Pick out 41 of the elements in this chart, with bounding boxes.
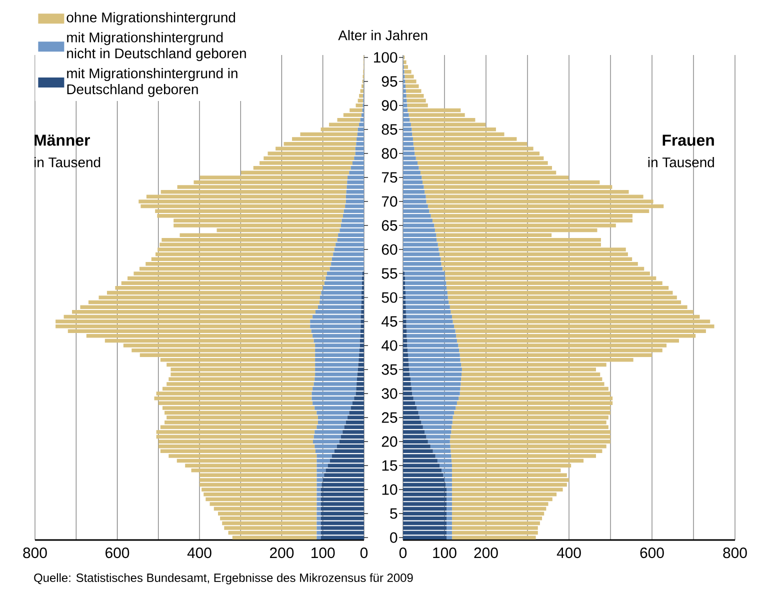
y-tick-label: 15 <box>382 460 398 471</box>
y-tick-label: 85 <box>382 124 398 135</box>
text: in Tausend <box>648 157 714 168</box>
x-tick-label: 200 <box>474 548 498 558</box>
text: Männer <box>34 134 90 146</box>
y-tick-label: 90 <box>382 100 398 111</box>
y-tick-label: 25 <box>382 412 398 423</box>
x-tick-label: 0 <box>360 548 368 558</box>
y-tick-label: 60 <box>382 244 398 255</box>
source-note: Quelle: Statistisches Bundesamt, Ergebnisse des Mikrozensus für 2009 <box>34 573 413 584</box>
x-tick-label: 600 <box>106 548 130 558</box>
x-tick-label: 600 <box>640 548 664 558</box>
x-tick-label: 400 <box>187 548 212 558</box>
y-tick-label: 55 <box>382 268 398 279</box>
y-tick-label: 10 <box>382 484 398 495</box>
x-tick-label: 200 <box>270 548 294 558</box>
x-tick-label: 800 <box>723 548 747 558</box>
y-tick-label: 75 <box>382 172 398 183</box>
y-tick-label: 30 <box>382 388 398 399</box>
y-tick-label: 0 <box>390 532 398 543</box>
x-tick-label: 100 <box>312 548 335 558</box>
y-tick-label: 5 <box>390 508 398 519</box>
y-tick-label: 100 <box>374 52 398 63</box>
legend-label: ohne Migrationshintergrund <box>66 12 236 26</box>
y-axis-title: Alter in Jahren <box>338 30 428 40</box>
y-tick-label: 20 <box>382 436 398 447</box>
y-tick-label: 65 <box>382 220 398 231</box>
x-tick-label: 400 <box>556 548 581 558</box>
y-tick-label: 45 <box>382 316 398 327</box>
y-tick-label: 50 <box>382 292 398 303</box>
y-tick-label: 40 <box>382 340 398 351</box>
text: in Tausend <box>34 157 100 168</box>
x-tick-label: 0 <box>399 548 407 558</box>
y-tick-label: 95 <box>382 76 398 87</box>
legend-label: mit Migrationshintergrund in Deutschland geboren <box>67 68 238 97</box>
text: Frauen <box>662 134 714 146</box>
x-tick-label: 100 <box>433 548 456 558</box>
y-tick-label: 35 <box>382 364 398 375</box>
x-tick-label: 800 <box>23 548 47 558</box>
y-tick-label: 70 <box>382 196 398 207</box>
y-tick-label: 80 <box>382 148 398 159</box>
